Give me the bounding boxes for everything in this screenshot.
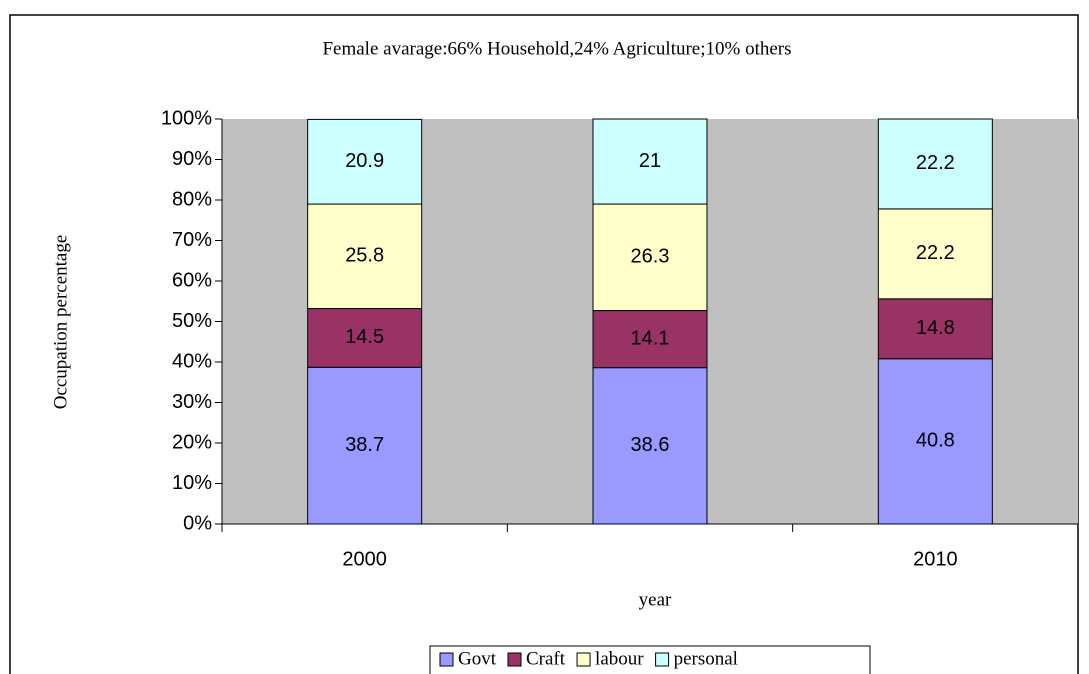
data-label: 14.5 [345, 326, 384, 348]
legend-label: labour [595, 648, 644, 669]
y-tick-label: 0% [183, 512, 212, 534]
y-tick-label: 100% [161, 107, 212, 129]
x-tick-label: 2010 [913, 548, 958, 570]
data-label: 22.2 [916, 242, 955, 264]
chart-title: Female avarage:66% Household,24% Agricul… [322, 38, 791, 59]
y-tick-label: 10% [172, 472, 212, 494]
data-label: 38.6 [631, 434, 670, 456]
bar-segment [592, 118, 708, 205]
legend-label: personal [674, 648, 738, 669]
y-tick-label: 90% [172, 148, 212, 170]
bar-segment [592, 367, 708, 525]
data-label: 14.8 [916, 317, 955, 339]
x-axis-title: year [639, 589, 672, 610]
legend-box [429, 645, 871, 674]
data-label: 40.8 [916, 430, 955, 452]
data-label: 25.8 [345, 245, 384, 267]
bar-segment [307, 118, 423, 205]
bar-segment [592, 310, 708, 369]
legend-label: Govt [458, 648, 497, 669]
legend-swatch [655, 652, 670, 667]
legend-swatch [507, 652, 522, 667]
bar-segment [592, 203, 708, 312]
y-tick-label: 20% [172, 431, 212, 453]
data-label: 38.7 [345, 434, 384, 456]
legend-swatch [439, 652, 454, 667]
data-label: 22.2 [916, 152, 955, 174]
legend-swatch [576, 652, 591, 667]
bar-segment [307, 366, 423, 525]
bar-segment [307, 308, 423, 368]
data-label: 14.1 [631, 327, 670, 349]
bar-segment [877, 298, 993, 360]
data-label: 20.9 [345, 150, 384, 172]
y-tick-label: 70% [172, 229, 212, 251]
data-label: 26.3 [631, 246, 670, 268]
legend-label: Craft [526, 648, 566, 669]
y-tick-label: 60% [172, 269, 212, 291]
y-tick-label: 30% [172, 391, 212, 413]
x-tick-label: 2000 [342, 548, 387, 570]
y-axis-title: Occupation percentage [50, 235, 71, 410]
data-label: 21 [639, 150, 661, 172]
bar-segment [877, 358, 993, 525]
y-tick-label: 40% [172, 350, 212, 372]
y-tick-label: 80% [172, 188, 212, 210]
bar-segment [877, 118, 993, 210]
y-tick-label: 50% [172, 310, 212, 332]
